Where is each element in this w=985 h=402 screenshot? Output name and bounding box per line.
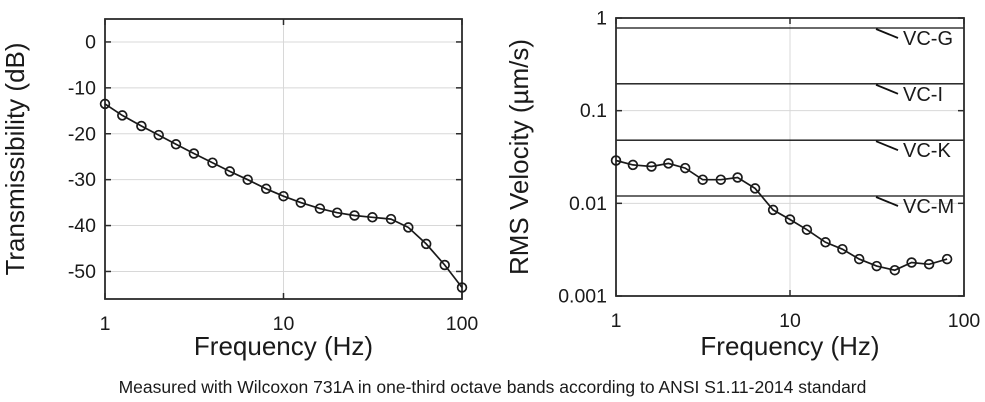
rms-velocity-chart: VC-G VC-I VC-K VC-M 1 10 100 1 0.1 0.01 0.001 Frequ…	[492, 0, 985, 362]
y-axis-label: Transmissibility (dB)	[0, 42, 30, 275]
vc-label: VC-G	[903, 28, 953, 50]
data-point-marker	[646, 161, 657, 172]
x-tick-label: 10	[273, 313, 295, 335]
data-point-marker	[314, 203, 326, 214]
y-tick-label: 0.001	[558, 286, 607, 308]
y-tick-label: 1	[596, 8, 607, 30]
transmissibility-chart: 1 10 100 0 -10 -20 -30 -40 -50 Frequency (Hz) Tran…	[0, 0, 492, 362]
figure-caption: Measured with Wilcoxon 731A in one-third…	[118, 377, 867, 397]
x-axis-label: Frequency (Hz)	[194, 331, 373, 361]
rms-velocity-series	[615, 159, 948, 272]
x-tick-label: 1	[611, 310, 622, 332]
y-axis-label: RMS Velocity (µm/s)	[504, 39, 534, 275]
data-point-marker	[941, 253, 953, 265]
vc-leader-line	[875, 83, 899, 95]
data-point-marker	[456, 282, 468, 293]
x-tick-label: 1	[100, 313, 111, 335]
x-axis-label: Frequency (Hz)	[700, 331, 879, 361]
data-point-marker	[679, 162, 691, 174]
data-point-marker	[784, 214, 796, 225]
data-point-marker	[170, 139, 182, 150]
data-point-marker	[278, 190, 289, 202]
transmissibility-series	[104, 103, 463, 289]
data-point-marker	[242, 174, 253, 185]
y-tick-label: -40	[68, 215, 96, 237]
data-point-marker	[117, 110, 128, 121]
data-point-marker	[767, 204, 779, 216]
data-point-marker	[385, 213, 397, 225]
data-point-marker	[871, 260, 882, 272]
y-tick-label: -20	[68, 123, 96, 145]
data-point-marker	[906, 257, 917, 268]
y-tick-label: -10	[68, 77, 96, 99]
data-point-marker	[697, 174, 708, 185]
data-point-marker	[749, 183, 761, 194]
data-point-marker	[99, 98, 111, 110]
y-tick-label: -50	[68, 261, 96, 283]
x-tick-label: 100	[948, 310, 981, 332]
vc-label: VC-M	[903, 196, 954, 218]
data-point-marker	[853, 253, 865, 265]
vc-label: VC-I	[903, 84, 943, 106]
data-point-marker	[837, 243, 848, 255]
data-point-marker	[732, 172, 743, 183]
data-point-marker	[923, 259, 935, 270]
data-point-marker	[820, 237, 831, 248]
data-point-marker	[331, 207, 343, 218]
data-point-marker	[627, 159, 639, 171]
data-point-marker	[153, 129, 164, 141]
data-point-marker	[207, 157, 218, 168]
x-tick-label: 100	[446, 313, 479, 335]
data-point-marker	[295, 197, 307, 208]
data-point-marker	[349, 210, 360, 221]
y-tick-label: 0.01	[569, 193, 607, 215]
x-tick-label: 10	[779, 310, 801, 332]
data-point-marker	[260, 183, 272, 195]
data-point-marker	[801, 224, 813, 235]
data-point-marker	[188, 148, 200, 159]
data-point-marker	[889, 264, 901, 276]
data-point-marker	[136, 120, 147, 132]
data-point-marker	[367, 212, 378, 223]
vc-label: VC-K	[903, 140, 951, 162]
y-tick-label: 0.1	[580, 100, 607, 122]
transmissibility-plot: 1 10 100 0 -10 -20 -30 -40 -50 Frequency (Hz) Tran…	[0, 18, 479, 361]
data-point-marker	[715, 174, 727, 185]
data-point-marker	[663, 158, 674, 169]
data-point-marker	[439, 259, 450, 271]
data-point-marker	[610, 155, 622, 166]
data-point-marker	[224, 166, 236, 177]
rms-velocity-plot: VC-G VC-I VC-K VC-M 1 10 100 1 0.1 0.01 0.001 Frequ…	[504, 8, 981, 362]
y-tick-label: 0	[85, 31, 96, 53]
data-point-marker	[403, 222, 414, 233]
y-tick-label: -30	[68, 169, 96, 191]
vc-leader-line	[875, 196, 899, 207]
vc-leader-line	[875, 140, 899, 152]
data-point-marker	[420, 238, 432, 250]
vc-leader-line	[875, 28, 899, 39]
